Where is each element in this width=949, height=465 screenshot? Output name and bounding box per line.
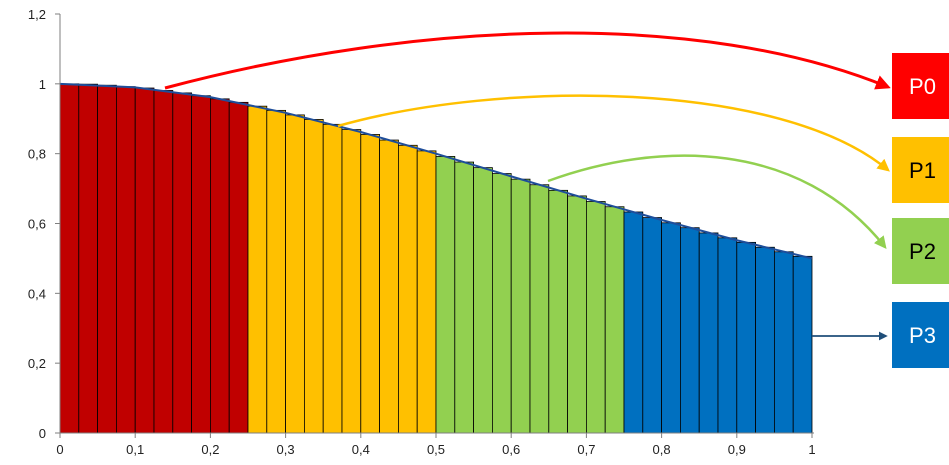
bar-35	[717, 237, 738, 434]
x-tick-label-0: 0	[56, 442, 63, 457]
bar-39	[792, 255, 813, 434]
bar-12	[285, 114, 305, 434]
bar-27	[567, 195, 587, 434]
bar-29	[604, 206, 625, 434]
x-tick-label-10: 1	[808, 442, 815, 457]
bars-layer	[59, 83, 813, 434]
y-tick-label-3: 0,6	[28, 217, 46, 232]
boxes-layer: P0 P1 P2 P3	[892, 53, 949, 368]
bar-30	[623, 211, 644, 434]
bar-23	[491, 173, 512, 434]
bar-10	[247, 105, 268, 434]
y-tick-label-5: 1	[39, 77, 46, 92]
process-label-p3: P3	[909, 323, 936, 348]
bar-0	[59, 83, 80, 434]
bar-31	[642, 217, 662, 434]
x-tick-label-9: 0,9	[728, 442, 746, 457]
bar-24	[510, 178, 531, 434]
process-box-p3	[892, 302, 949, 368]
bar-1	[78, 83, 99, 434]
bar-6	[172, 92, 193, 434]
x-tick-label-2: 0,2	[201, 442, 219, 457]
bar-17	[379, 139, 399, 434]
bar-5	[153, 90, 174, 434]
x-tick-label-5: 0,5	[427, 442, 445, 457]
arrow-p2	[547, 154, 887, 249]
bar-3	[116, 86, 136, 434]
x-tick-label-7: 0,7	[577, 442, 595, 457]
arrow-p1	[337, 94, 890, 172]
bar-36	[736, 241, 756, 434]
bar-15	[341, 129, 362, 434]
bar-14	[322, 123, 343, 434]
axes-layer: 0 0,1 0,2 0,3 0,4 0,5 0,6 0,7 0,8 0,9 1 0 0,2 0,4 0,6 0…	[28, 7, 816, 457]
bar-16	[360, 134, 380, 434]
process-label-p1: P1	[909, 158, 936, 183]
bar-19	[416, 150, 437, 434]
bar-9	[228, 101, 249, 434]
bar-34	[698, 232, 719, 434]
x-tick-label-4: 0,4	[352, 442, 370, 457]
arrows-layer	[164, 31, 891, 341]
process-label-p2: P2	[909, 239, 936, 264]
process-box-p0	[892, 53, 949, 119]
y-tick-label-2: 0,4	[28, 286, 46, 301]
arrow-p0	[164, 31, 891, 90]
process-box-p2	[892, 218, 949, 284]
bar-38	[774, 251, 794, 434]
bar-8	[209, 98, 230, 434]
y-tick-label-0: 0	[39, 426, 46, 441]
bar-7	[191, 95, 211, 434]
curve-line	[59, 82, 813, 260]
x-tick-label-8: 0,8	[653, 442, 671, 457]
bar-22	[473, 167, 493, 434]
bar-2	[97, 84, 117, 434]
bar-28	[586, 201, 606, 434]
bar-21	[454, 161, 474, 434]
bar-4	[134, 87, 155, 434]
bar-37	[755, 246, 775, 434]
x-tick-label-6: 0,6	[502, 442, 520, 457]
y-tick-label-1: 0,2	[28, 356, 46, 371]
bar-25	[529, 184, 550, 434]
curve-layer	[59, 82, 813, 260]
process-label-p0: P0	[909, 74, 936, 99]
x-tick-label-1: 0,1	[126, 442, 144, 457]
bar-32	[661, 222, 681, 434]
process-box-p1	[892, 137, 949, 203]
bar-13	[303, 119, 324, 434]
bar-18	[397, 144, 418, 434]
bar-33	[680, 227, 700, 434]
x-tick-label-3: 0,3	[277, 442, 295, 457]
y-tick-label-4: 0,8	[28, 147, 46, 162]
bar-20	[435, 156, 456, 434]
bar-26	[548, 189, 568, 434]
bar-11	[266, 109, 286, 434]
y-tick-label-6: 1,2	[28, 7, 46, 22]
